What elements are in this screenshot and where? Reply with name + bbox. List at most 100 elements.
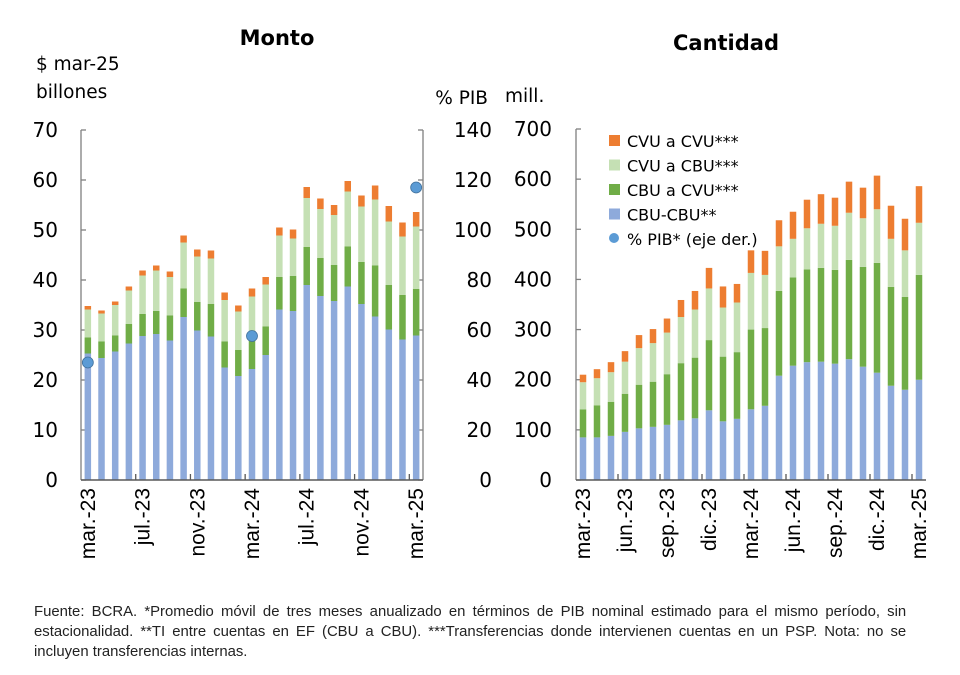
bar-cvu-cbu — [180, 242, 187, 289]
bar-cbu-cvu — [358, 262, 365, 304]
x-tick-label: mar.-23 — [77, 488, 100, 559]
x-tick-label: mar.-23 — [572, 488, 595, 559]
x-tick-label: sep.-24 — [824, 488, 847, 558]
bar-cbu-cvu — [166, 315, 174, 341]
bar-cbu-cvu — [289, 276, 297, 311]
bar-cvu-cvu — [317, 198, 324, 209]
bar-cbu-cbu — [262, 355, 269, 480]
bar-cbu-cbu — [385, 329, 393, 480]
bar-cvu-cbu — [761, 274, 769, 329]
bar-cbu-cbu — [635, 428, 643, 480]
legend-marker-cvu-cbu — [609, 159, 620, 171]
bar-cvu-cbu — [139, 275, 146, 314]
bar-cbu-cbu — [289, 311, 297, 480]
bar-cbu-cbu — [663, 424, 671, 480]
bar-cvu-cbu — [248, 296, 256, 334]
bar-cvu-cbu — [221, 300, 228, 342]
bar-cbu-cvu — [262, 326, 269, 355]
bar-cbu-cvu — [663, 374, 671, 425]
bar-cbu-cbu — [859, 366, 867, 480]
bar-cbu-cvu — [607, 401, 615, 436]
bar-cbu-cvu — [207, 304, 215, 337]
bar-cvu-cvu — [194, 249, 201, 257]
bar-cbu-cbu — [621, 431, 629, 480]
bar-cbu-cvu — [635, 384, 643, 429]
bar-cbu-cbu — [719, 421, 727, 480]
bar-cvu-cvu — [180, 235, 187, 243]
bar-cvu-cvu — [817, 194, 825, 224]
bar-cvu-cvu — [761, 250, 769, 275]
bar-cbu-cbu — [125, 343, 133, 480]
bar-cvu-cvu — [385, 206, 393, 222]
bar-cvu-cvu — [289, 229, 297, 239]
bar-cvu-cbu — [317, 209, 324, 258]
y-tick-label: 600 — [514, 167, 552, 191]
legend-label: % PIB* (eje der.) — [627, 230, 758, 249]
bar-cbu-cbu — [371, 316, 379, 480]
bar-cbu-cbu — [845, 359, 853, 480]
bar-cbu-cbu — [915, 379, 923, 480]
bar-cvu-cbu — [649, 343, 657, 382]
bar-cbu-cvu — [649, 381, 657, 427]
bar-cvu-cbu — [262, 284, 269, 327]
bar-cbu-cvu — [915, 274, 923, 380]
bar-cvu-cvu — [276, 227, 283, 236]
bar-cvu-cvu — [399, 222, 406, 237]
bar-cvu-cbu — [125, 290, 133, 324]
y-tick-label: 200 — [514, 368, 552, 392]
y2-tick-label: 140 — [454, 118, 492, 142]
bar-cbu-cvu — [579, 409, 587, 438]
bar-cvu-cbu — [719, 307, 727, 357]
bar-cbu-cbu — [789, 365, 797, 480]
x-tick-label: jun.-24 — [782, 488, 805, 554]
legend-marker-cbu-cbu — [609, 208, 620, 220]
bar-cvu-cvu — [873, 175, 881, 210]
x-tick-label: jul.-23 — [132, 488, 155, 546]
bar-cbu-cbu — [761, 405, 769, 480]
y-tick-label: 300 — [514, 318, 552, 342]
bar-cvu-cbu — [579, 382, 587, 410]
bar-cbu-cvu — [593, 405, 601, 438]
bar-cvu-cvu — [593, 369, 601, 379]
y-tick-label: 70 — [33, 118, 58, 142]
bar-cvu-cvu — [887, 205, 895, 239]
bar-cbu-cvu — [705, 340, 713, 411]
legend-marker-cbu-cvu — [609, 184, 620, 195]
y-tick-label: 500 — [514, 217, 552, 241]
y2-tick-label: 120 — [454, 168, 492, 192]
bar-cvu-cbu — [803, 228, 811, 270]
y-tick-label: 10 — [33, 418, 58, 442]
bar-cbu-cbu — [691, 418, 699, 480]
bar-cbu-cbu — [831, 363, 839, 480]
bar-cbu-cbu — [84, 353, 92, 480]
bar-cbu-cvu — [733, 352, 741, 419]
bar-cbu-cvu — [691, 357, 699, 419]
bar-cbu-cbu — [649, 426, 657, 480]
bar-cbu-cvu — [125, 324, 133, 344]
bar-cbu-cvu — [344, 246, 352, 287]
bar-cvu-cbu — [733, 302, 741, 353]
bar-cvu-cbu — [303, 198, 310, 247]
bar-cbu-cvu — [621, 393, 629, 432]
bar-cvu-cbu — [344, 191, 352, 247]
bar-cvu-cvu — [579, 374, 587, 383]
legend-marker-pib-dot — [609, 233, 619, 243]
bar-cbu-cbu — [152, 334, 160, 480]
bar-cvu-cvu — [803, 199, 811, 229]
bar-cvu-cvu — [344, 181, 352, 192]
bar-cbu-cbu — [873, 372, 881, 480]
bar-cvu-cbu — [330, 215, 338, 265]
bar-cvu-cbu — [276, 235, 283, 277]
bar-cbu-cvu — [873, 262, 881, 373]
bar-cbu-cvu — [817, 267, 825, 362]
bar-cbu-cvu — [719, 356, 727, 422]
bar-cbu-cbu — [747, 409, 755, 480]
y2-tick-label: 60 — [467, 318, 492, 342]
bar-cbu-cvu — [180, 288, 187, 317]
bar-cvu-cvu — [775, 220, 783, 247]
bar-cvu-cbu — [371, 199, 379, 266]
bar-cvu-cbu — [166, 277, 174, 316]
bar-cbu-cbu — [98, 358, 105, 480]
bar-cvu-cvu — [166, 271, 174, 277]
